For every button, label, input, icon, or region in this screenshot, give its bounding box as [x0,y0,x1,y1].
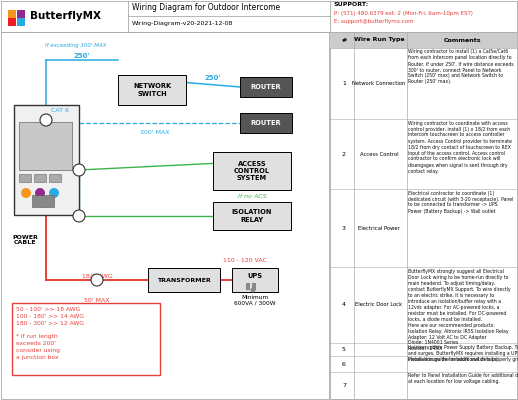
Text: NETWORK
SWITCH: NETWORK SWITCH [133,84,171,96]
Text: ACCESS
CONTROL
SYSTEM: ACCESS CONTROL SYSTEM [234,161,270,181]
Text: ROUTER: ROUTER [251,120,281,126]
Bar [240,77,292,97]
Text: 3: 3 [342,226,346,230]
Bar [330,32,517,48]
Text: 5: 5 [342,347,346,352]
Text: 250': 250' [74,53,90,59]
Circle shape [40,114,52,126]
Bar [246,283,250,290]
Bar [49,174,61,182]
Bar [1,1,517,32]
Text: 2: 2 [342,152,346,156]
Bar [14,105,79,215]
Text: Electrical Power: Electrical Power [358,226,400,230]
Text: 7: 7 [342,383,346,388]
Bar [213,202,291,230]
Text: CAT 6: CAT 6 [51,108,69,114]
Text: Access Control: Access Control [359,152,398,156]
Text: If exceeding 300' MAX: If exceeding 300' MAX [45,44,106,48]
Circle shape [91,274,103,286]
Text: Network Connection: Network Connection [352,81,406,86]
Text: 1: 1 [342,81,346,86]
Bar [34,174,46,182]
Text: ButterflyMX: ButterflyMX [30,11,101,21]
Text: P: (571) 480.6379 ext. 2 (Mon-Fri, 6am-10pm EST): P: (571) 480.6379 ext. 2 (Mon-Fri, 6am-1… [334,10,473,16]
Text: ISOLATION
RELAY: ISOLATION RELAY [232,210,272,222]
Text: Wiring contractor to coordinate with access
control provider, install (1) x 18/2: Wiring contractor to coordinate with acc… [408,120,512,174]
Bar [17,18,25,26]
Bar [8,18,16,26]
Text: 50' MAX: 50' MAX [84,298,110,302]
Bar [118,75,186,105]
Text: Uninterruptible Power Supply Battery Backup. To prevent voltage drops
and surges: Uninterruptible Power Supply Battery Bac… [408,344,518,362]
Bar [213,152,291,190]
Text: 3: 3 [95,278,99,282]
Text: Wiring Diagram for Outdoor Intercome: Wiring Diagram for Outdoor Intercome [132,2,280,12]
Text: 2: 2 [77,168,81,172]
Bar [17,10,25,18]
Text: 6: 6 [342,362,346,366]
Circle shape [35,188,45,198]
Text: 18/2 AWG: 18/2 AWG [82,274,112,278]
Text: Wiring contractor to install (1) a Cat5e/Cat6
from each Intercom panel location : Wiring contractor to install (1) a Cat5e… [408,50,514,84]
Text: 300' MAX: 300' MAX [140,130,170,134]
Circle shape [73,210,85,222]
Text: Electrical contractor to coordinate (1)
dedicated circuit (with 3-20 receptacle): Electrical contractor to coordinate (1) … [408,190,513,214]
Text: Comments: Comments [443,38,481,42]
Bar [19,174,31,182]
Text: 250': 250' [205,76,221,82]
Bar [1,32,329,399]
Text: 50 - 100' >> 18 AWG
100 - 180' >> 14 AWG
180 - 300' >> 12 AWG

* If run length
e: 50 - 100' >> 18 AWG 100 - 180' >> 14 AWG… [16,307,84,360]
Text: Wire Run Type: Wire Run Type [354,38,405,42]
Text: Minimum
600VA / 300W: Minimum 600VA / 300W [234,294,276,306]
Text: Electric Door Lock: Electric Door Lock [355,302,402,308]
Text: ButterflyMX strongly suggest all Electrical
Door Lock wiring to be home-run dire: ButterflyMX strongly suggest all Electri… [408,268,511,352]
Text: Wiring-Diagram-v20-2021-12-08: Wiring-Diagram-v20-2021-12-08 [132,22,234,26]
Text: 4: 4 [342,302,346,308]
Bar [19,122,72,170]
Text: E: support@butterflymx.com: E: support@butterflymx.com [334,18,414,24]
Text: UPS: UPS [248,273,263,279]
Text: #: # [341,38,347,42]
Bar [252,283,256,290]
Text: If no ACS: If no ACS [238,194,266,200]
Circle shape [21,188,31,198]
Text: Refer to Panel Installation Guide for additional details. Leave 6' service loop
: Refer to Panel Installation Guide for ad… [408,374,518,384]
Text: SUPPORT:: SUPPORT: [334,2,369,8]
Bar [8,10,16,18]
Circle shape [73,164,85,176]
Bar [148,268,220,292]
Text: 1: 1 [44,118,48,122]
Text: ROUTER: ROUTER [251,84,281,90]
Text: 110 - 120 VAC: 110 - 120 VAC [223,258,267,262]
Bar [232,268,278,292]
Circle shape [251,288,255,292]
Bar [12,303,160,375]
Bar [32,195,54,207]
Text: POWER
CABLE: POWER CABLE [12,234,38,245]
Text: TRANSFORMER: TRANSFORMER [157,278,211,282]
Bar [240,113,292,133]
Bar [330,32,517,399]
Text: Please ensure the network switch is properly grounded.: Please ensure the network switch is prop… [408,358,518,362]
Circle shape [49,188,59,198]
Text: 4: 4 [77,214,81,218]
